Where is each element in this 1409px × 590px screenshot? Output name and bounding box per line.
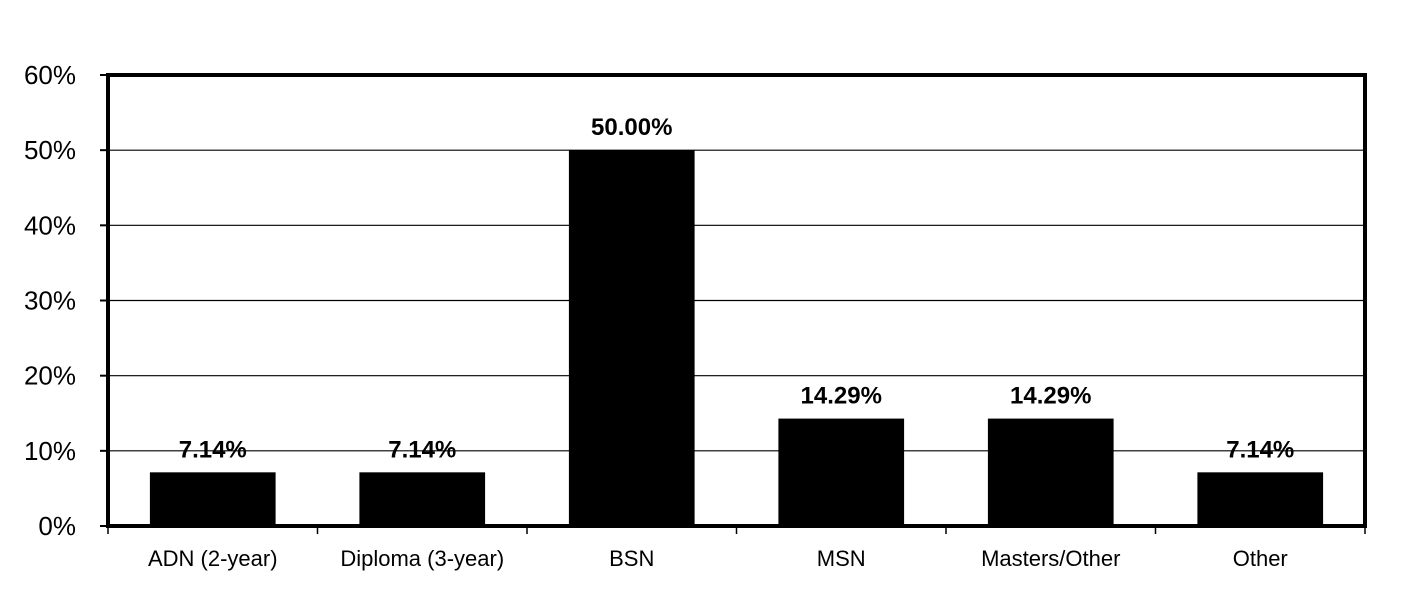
data-label: 14.29%: [801, 383, 882, 410]
y-tick-label: 20%: [24, 361, 76, 391]
plot-frame: [106, 73, 1367, 528]
data-label: 7.14%: [179, 436, 247, 463]
y-tick-label: 30%: [24, 286, 76, 316]
category-label: Diploma (3-year): [340, 546, 504, 571]
data-label: 14.29%: [1010, 383, 1091, 410]
y-tick-label: 0%: [38, 511, 76, 541]
bar: [149, 472, 276, 526]
data-label: 7.14%: [1226, 436, 1294, 463]
y-tick-label: 60%: [24, 60, 76, 90]
bar: [1197, 472, 1324, 526]
bar: [778, 418, 905, 526]
x-axis-category-labels: ADN (2-year) Diploma (3-year) BSN MSN Master…: [148, 546, 1288, 571]
y-tick-label: 50%: [24, 135, 76, 165]
bars: [149, 150, 1324, 526]
bar: [987, 418, 1114, 526]
y-tick-label: 40%: [24, 210, 76, 240]
y-tick-label: 10%: [24, 436, 76, 466]
gridlines: [108, 149, 1365, 452]
y-axis-tick-labels: 0% 10% 20% 30% 40% 50% 60%: [24, 60, 76, 541]
bar: [568, 150, 695, 526]
category-label: Masters/Other: [981, 546, 1120, 571]
category-label: Other: [1233, 546, 1288, 571]
data-label: 7.14%: [388, 436, 456, 463]
bar: [359, 472, 486, 526]
data-label: 50.00%: [591, 114, 672, 141]
category-label: BSN: [609, 546, 654, 571]
category-label: ADN (2-year): [148, 546, 278, 571]
category-label: MSN: [817, 546, 866, 571]
data-labels: 7.14% 7.14% 50.00% 14.29% 14.29% 7.14%: [179, 114, 1295, 463]
